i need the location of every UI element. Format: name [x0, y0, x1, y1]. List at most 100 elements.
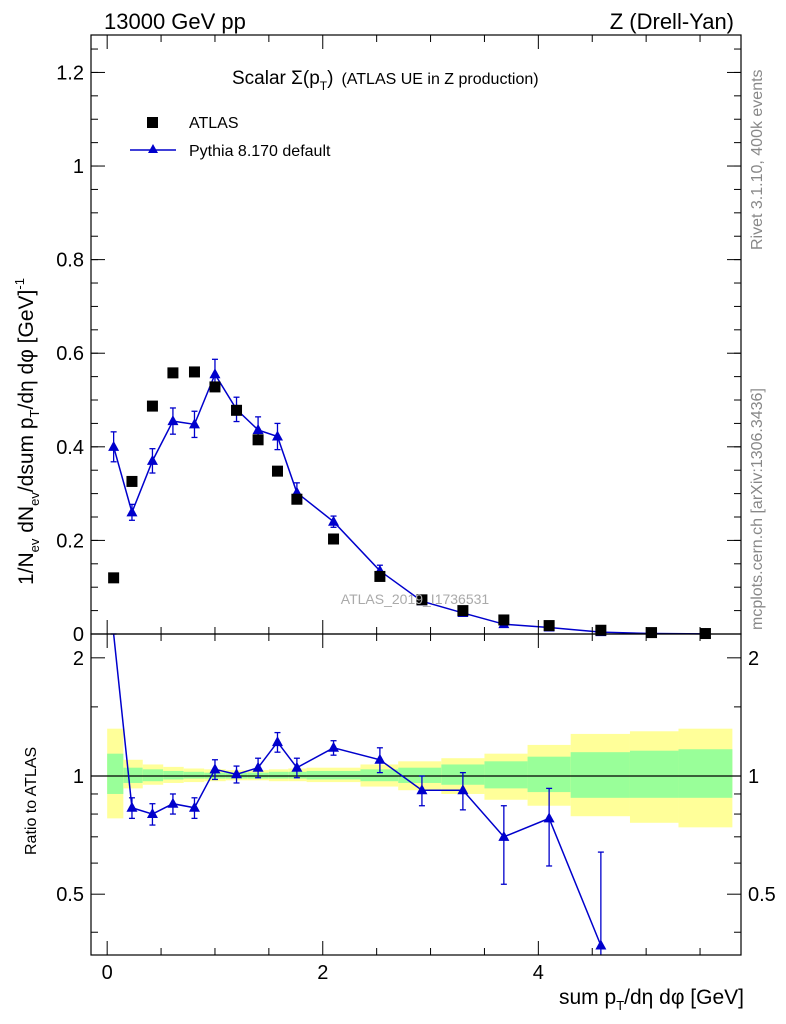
ratio-x-tick-label: 2 [317, 962, 328, 984]
data-point [457, 605, 469, 617]
stat-uncertainty-band [107, 753, 124, 794]
ratio-point [457, 784, 469, 795]
main-title-sigma: Σ(p [291, 68, 320, 89]
main-y-tick-label: 1.2 [56, 62, 84, 84]
ratio-point [498, 830, 510, 841]
mc-point [252, 423, 264, 434]
ratio-x-ticks: 0 2 4 [102, 634, 701, 984]
main-y-tick-label: 0.6 [56, 343, 84, 365]
data-point [291, 493, 303, 505]
stat-uncertainty-band [360, 769, 399, 782]
stat-uncertainty-band [527, 756, 571, 793]
header-process: 13000 GeV pp [104, 9, 246, 34]
x-axis-label: sum pT/dη dφ [GeV] [559, 986, 744, 1013]
data-point [543, 620, 555, 632]
mc-point [188, 418, 200, 429]
legend: ATLAS Pythia 8.170 default [130, 115, 331, 160]
main-title-scalar: Scalar [232, 68, 291, 89]
ratio-y-tick-label: 1 [73, 766, 84, 788]
main-title: Scalar Σ(pT) (ATLAS UE in Z production) [232, 68, 539, 93]
ratio-panel-marks [110, 633, 607, 955]
main-y-tick-label: 0.2 [56, 530, 84, 552]
legend-data-label: ATLAS [189, 115, 239, 132]
data-point [188, 366, 200, 378]
ratio-point [126, 801, 138, 812]
main-panel: 0 0.2 0.4 0.6 0.8 1 1.2 Scalar Σ(pT) (ATLAS UE … [12, 34, 742, 646]
mc-point [126, 506, 138, 517]
header-channel: Z (Drell-Yan) [610, 9, 734, 34]
ratio-point [167, 797, 179, 808]
ratio-point [146, 808, 158, 819]
ratio-y-tick-label-right: 1 [748, 766, 759, 788]
ratio-x-tick-label: 0 [102, 962, 113, 984]
mc-point [328, 515, 340, 526]
data-point [252, 434, 264, 446]
stat-uncertainty-band [570, 752, 630, 798]
stat-uncertainty-band [163, 770, 184, 780]
ratio-point [416, 784, 428, 795]
data-point [126, 475, 138, 487]
data-point [646, 627, 658, 639]
data-point [498, 614, 510, 626]
main-title-sub: T [320, 79, 328, 93]
stat-uncertainty-band [183, 771, 205, 779]
data-point [231, 404, 243, 416]
ratio-x-tick-label: 4 [533, 962, 544, 984]
main-y-ticks: 0 0.2 0.4 0.6 0.8 1 1.2 [56, 35, 741, 646]
ratio-y-axis-label: Ratio to ATLAS [23, 747, 40, 855]
ratio-point [374, 753, 386, 764]
ratio-point [188, 801, 200, 812]
stat-uncertainty-band [306, 770, 361, 780]
stat-uncertainty-band [398, 767, 442, 783]
side-mcplots-label: mcplots.cern.ch [arXiv:1306.3436] [749, 388, 766, 630]
data-point [167, 367, 179, 379]
side-rivet-label: Rivet 3.1.10, 400k events [749, 69, 766, 250]
ratio-point [209, 763, 221, 774]
stat-uncertainty-band [629, 750, 679, 798]
main-panel-marks [108, 358, 711, 640]
main-y-tick-label: 0.8 [56, 250, 84, 272]
data-point [209, 381, 221, 393]
main-y-tick-label: 0 [73, 624, 84, 646]
ratio-y-tick-label: 0.5 [56, 884, 84, 906]
mc-point [209, 368, 221, 379]
ratio-panel-frame [90, 633, 742, 956]
ratio-panel: 0.5 0.5 1 1 2 2 0 2 4 Ratio to ATLAS sum pT/dη … [23, 633, 776, 1013]
data-point [146, 400, 158, 412]
main-y-tick-label: 1 [73, 156, 84, 178]
stat-uncertainty-band [268, 771, 289, 779]
ratio-y-tick-label-right: 2 [748, 648, 759, 670]
data-point [416, 594, 428, 606]
main-title-close: ) [327, 68, 333, 89]
data-point [595, 624, 607, 636]
data-point [271, 465, 283, 477]
data-point [328, 533, 340, 545]
main-title-rest: (ATLAS UE in Z production) [341, 71, 538, 88]
ratio-point [595, 939, 607, 950]
ratio-point [543, 812, 555, 823]
data-point [108, 572, 120, 584]
ratio-y-tick-label-right: 0.5 [748, 884, 776, 906]
analysis-watermark: ATLAS_2019_I1736531 [341, 591, 490, 607]
ratio-point [271, 736, 283, 747]
ratio-y-ticks: 0.5 0.5 1 1 2 2 [56, 648, 776, 933]
ratio-y-tick-label: 2 [73, 648, 84, 670]
mc-point [146, 454, 158, 465]
ratio-point [252, 761, 264, 772]
ratio-uncertainty-bands [107, 728, 733, 828]
legend-data-marker [147, 117, 158, 128]
stat-uncertainty-band [142, 769, 164, 782]
main-y-axis-label: 1/Nev dNev/dsum pT/dη dφ [GeV]-1 [12, 278, 42, 585]
data-point [374, 570, 386, 582]
mc-point [271, 430, 283, 441]
main-y-tick-label: 0.4 [56, 437, 84, 459]
ratio-point [231, 768, 243, 779]
legend-mc-label: Pythia 8.170 default [189, 143, 331, 160]
legend-mc-marker [148, 144, 158, 153]
ratio-point [291, 761, 303, 772]
stat-uncertainty-band [678, 749, 733, 798]
ratio-point [328, 741, 340, 752]
stat-uncertainty-band [484, 761, 528, 789]
mc-point [108, 440, 120, 451]
